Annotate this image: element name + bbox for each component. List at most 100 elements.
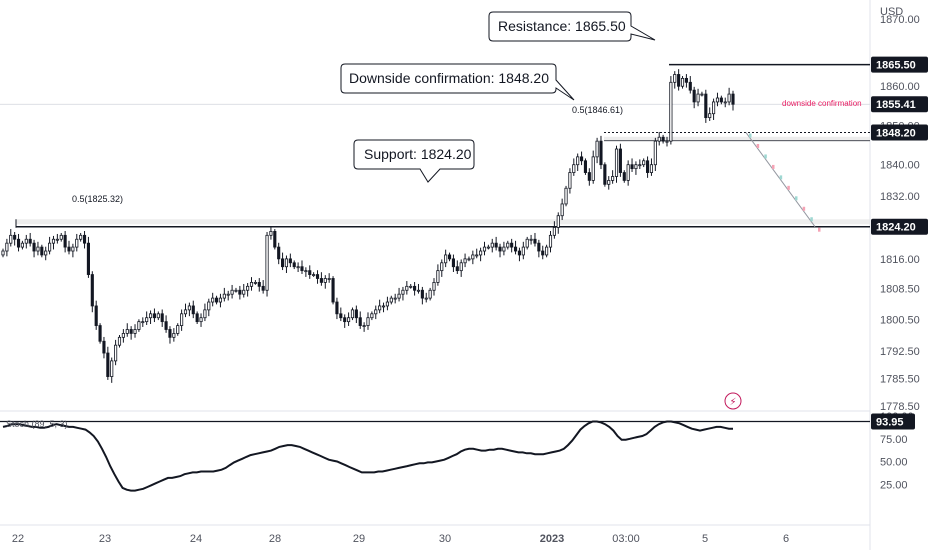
candle-body: [133, 329, 137, 334]
candle-body: [436, 270, 440, 283]
candle-body: [475, 254, 479, 257]
candle-body: [319, 278, 323, 283]
candle-body: [13, 234, 17, 240]
candle-body: [389, 297, 393, 303]
candle-body: [148, 313, 153, 319]
price-tag-label: 1865.50: [876, 60, 916, 72]
downside-confirmation-callout[interactable]: Downside confirmation: 1848.20: [340, 63, 575, 101]
candle-body: [661, 136, 665, 142]
projection-candle: [772, 164, 775, 169]
candle-body: [576, 156, 580, 166]
candle-body: [405, 285, 409, 291]
candle-body: [684, 77, 688, 83]
candle-body: [680, 77, 685, 87]
candle-body: [86, 242, 90, 275]
candle-body: [110, 360, 114, 377]
price-tick-label: 1778.50: [880, 401, 920, 413]
candle-body: [424, 297, 428, 300]
candle-body: [335, 301, 339, 315]
candle-body: [626, 164, 630, 181]
candle-body: [393, 297, 397, 300]
candle-body: [261, 285, 265, 291]
candle-body: [657, 136, 661, 142]
candle-body: [719, 97, 723, 103]
price-tag-box: [871, 218, 928, 235]
candle-body: [479, 250, 483, 256]
support-callout-text: Support: 1824.20: [364, 146, 472, 162]
time-tick-label: 2023: [540, 533, 564, 545]
candle-body: [180, 313, 184, 326]
projection-candle: [787, 185, 790, 190]
candle-body: [564, 187, 568, 205]
candle-body: [603, 164, 607, 185]
candle-body: [471, 254, 475, 260]
fib-lower-band: [16, 219, 870, 225]
candle-body: [723, 101, 727, 104]
candle-body: [265, 234, 269, 291]
candle-body: [517, 250, 522, 256]
candle-body: [323, 278, 327, 283]
time-tick-label: 03:00: [612, 533, 640, 545]
candle-body: [467, 258, 471, 261]
candle-body: [502, 246, 506, 252]
resistance-callout[interactable]: Resistance: 1865.50: [488, 11, 656, 42]
candle-body: [327, 278, 331, 280]
candle-body: [727, 93, 731, 103]
candle-body: [362, 325, 366, 327]
candle-body: [611, 176, 615, 181]
price-axis-unit: USD: [880, 6, 903, 18]
candle-body: [607, 179, 611, 185]
candle-body: [269, 231, 273, 236]
oscillator-tag-box: [871, 413, 915, 430]
candle-body: [226, 293, 230, 296]
fib-upper-label: 0.5(1846.61): [572, 105, 623, 115]
projection-candle: [756, 143, 760, 148]
candle-body: [24, 238, 28, 244]
events-badge[interactable]: ⚡: [724, 392, 742, 410]
fib-upper-band: [604, 136, 870, 141]
candle-body: [688, 81, 692, 91]
price-tick-label: 1792.50: [880, 346, 920, 358]
price-tick-label: 1808.50: [880, 283, 920, 295]
downside-confirmation-tag-label: downside confirmation: [782, 99, 862, 108]
candle-body: [75, 238, 79, 248]
candle-body: [106, 352, 110, 377]
support-callout[interactable]: Support: 1824.20: [353, 139, 475, 183]
candle-body: [638, 164, 642, 167]
candle-body: [715, 97, 720, 103]
candle-body: [214, 297, 219, 303]
candle-body: [552, 227, 556, 236]
time-tick-label: 22: [12, 533, 24, 545]
projection-line: [745, 132, 816, 227]
candle-body: [203, 309, 207, 319]
candle-body: [712, 101, 716, 115]
candle-body: [521, 246, 525, 256]
candle-body: [292, 262, 296, 268]
candle-body: [700, 93, 704, 96]
lightning-icon: ⚡: [729, 397, 736, 408]
candle-body: [32, 242, 36, 252]
candle-body: [513, 246, 518, 252]
candle-body: [9, 234, 13, 244]
price-tag-label: 1855.41: [876, 99, 916, 111]
time-tick-label: 5: [702, 533, 708, 545]
candle-body: [102, 340, 106, 354]
price-tag-box: [871, 96, 928, 113]
candle-body: [152, 313, 157, 319]
oscillator-tag-label: 93.95: [876, 417, 904, 429]
fib-lower-label: 0.5(1825.32): [72, 194, 123, 204]
candle-body: [413, 285, 417, 291]
candle-body: [145, 317, 149, 323]
candle-body: [191, 305, 195, 315]
candle-body: [494, 242, 498, 248]
candle-body: [537, 242, 541, 252]
candle-body: [622, 172, 626, 181]
candle-body: [257, 282, 261, 287]
candle-body: [281, 258, 285, 268]
candle-body: [533, 238, 537, 244]
candle-body: [708, 113, 712, 119]
time-tick-label: 6: [783, 533, 789, 545]
candle-body: [378, 305, 382, 311]
stochastic-line: [2, 420, 733, 492]
